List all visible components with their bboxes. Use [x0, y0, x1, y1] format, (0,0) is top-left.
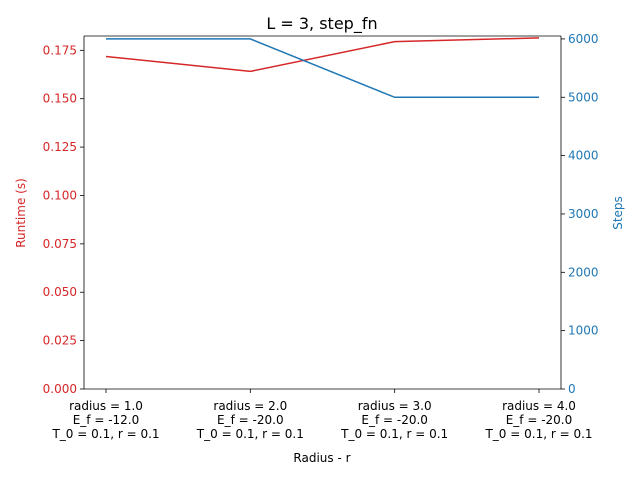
y-right-tick-label: 2000 [568, 265, 599, 279]
y-left-tick-label: 0.175 [43, 43, 77, 57]
y-left-tick-label: 0.050 [43, 285, 77, 299]
y-left-tick-label: 0.075 [43, 237, 77, 251]
x-tick-label: radius = 2.0 E_f = -20.0 T_0 = 0.1, r = 0.… [196, 399, 304, 441]
x-tick-label: radius = 4.0 E_f = -20.0 T_0 = 0.1, r = 0.… [484, 399, 592, 441]
y-right-tick-label: 1000 [568, 324, 599, 338]
x-tick-label: radius = 1.0 E_f = -12.0 T_0 = 0.1, r = 0.… [51, 399, 159, 441]
y-left-tick-label: 0.000 [43, 382, 77, 396]
y-left-tick-label: 0.150 [43, 92, 77, 106]
x-tick-label: radius = 3.0 E_f = -20.0 T_0 = 0.1, r = 0.… [340, 399, 448, 441]
y-left-tick-label: 0.025 [43, 334, 77, 348]
x-axis-label: Radius - r [293, 451, 350, 465]
y-left-tick-label: 0.100 [43, 188, 77, 202]
y-left-axis-label: Runtime (s) [14, 178, 28, 248]
y-right-tick-label: 5000 [568, 90, 599, 104]
y-right-tick-label: 6000 [568, 32, 599, 46]
y-left-tick-label: 0.125 [43, 140, 77, 154]
y-right-tick-label: 4000 [568, 149, 599, 163]
series-line-runtime [105, 37, 540, 73]
y-right-tick-label: 3000 [568, 207, 599, 221]
y-right-tick-label: 0 [568, 382, 576, 396]
chart-title: L = 3, step_fn [266, 14, 377, 34]
series-line-steps [106, 38, 539, 99]
y-right-axis-label: Steps [611, 196, 625, 230]
